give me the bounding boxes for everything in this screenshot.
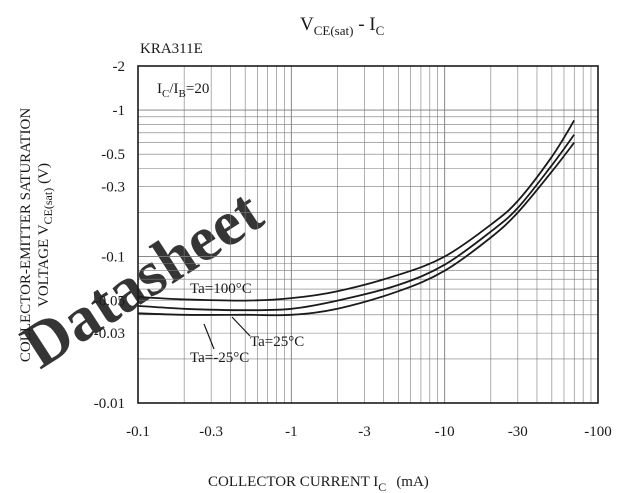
y-tick-label: -0.5 bbox=[101, 147, 125, 163]
curves bbox=[137, 119, 575, 317]
y-tick-label: -0.05 bbox=[94, 294, 125, 310]
x-tick-label: -1 bbox=[285, 424, 298, 440]
y-tick-labels: -2 -1 -0.5 -0.3 -0.1 -0.05 -0.03 -0.01 bbox=[94, 59, 125, 412]
y-tick-label: -1 bbox=[113, 103, 126, 119]
leader-ta-25 bbox=[203, 323, 215, 350]
y-axis-label-line1: COLLECTOR-EMITTER SATURATION bbox=[18, 108, 34, 362]
part-number: KRA311E bbox=[140, 41, 203, 57]
series-line-2 bbox=[137, 142, 575, 317]
x-tick-label: -0.3 bbox=[199, 424, 223, 440]
series-label-ta25: Ta=25°C bbox=[250, 334, 304, 350]
y-tick-label: -0.03 bbox=[94, 326, 125, 342]
x-tick-label: -10 bbox=[435, 424, 455, 440]
plot-frame bbox=[137, 65, 599, 404]
y-tick-label: -0.1 bbox=[101, 250, 125, 266]
chart-title: VCE(sat) - IC bbox=[300, 14, 384, 38]
x-tick-label: -0.1 bbox=[126, 424, 150, 440]
x-tick-label: -3 bbox=[358, 424, 371, 440]
grid bbox=[138, 66, 598, 403]
y-axis-label: COLLECTOR-EMITTER SATURATION VOLTAGE VCE… bbox=[18, 108, 55, 362]
x-tick-label: -100 bbox=[584, 424, 612, 440]
y-tick-label: -0.3 bbox=[101, 180, 125, 196]
x-axis-label: COLLECTOR CURRENT IC (mA) bbox=[208, 474, 429, 493]
y-tick-label: -0.01 bbox=[94, 396, 125, 412]
condition-label: IC/IB=20 bbox=[157, 81, 209, 100]
x-tick-labels: -0.1 -0.3 -1 -3 -10 -30 -100 bbox=[126, 424, 612, 440]
y-axis-label-line2: VOLTAGE VCE(sat)(V) bbox=[36, 163, 55, 307]
y-tick-label: -2 bbox=[113, 59, 126, 75]
leader-ta25 bbox=[231, 316, 251, 337]
series-label-ta100: Ta=100°C bbox=[190, 281, 252, 297]
series-line-0 bbox=[137, 119, 575, 302]
x-tick-label: -30 bbox=[508, 424, 528, 440]
series-line-1 bbox=[137, 134, 575, 312]
series-label-ta-25: Ta=-25°C bbox=[190, 350, 249, 366]
